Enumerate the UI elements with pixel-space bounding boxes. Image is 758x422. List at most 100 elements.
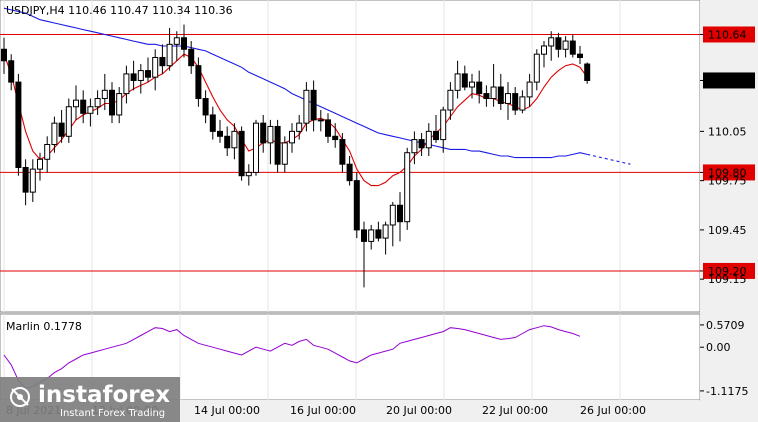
candle-body [159,56,166,67]
candle-body [555,37,562,50]
long-moving-average-line [3,7,588,159]
candle-body [483,93,490,100]
candle-body [562,40,569,50]
candle-body [548,37,555,47]
price-tag-label: 110.64 [708,28,747,41]
candle-body [173,37,180,45]
candle-body [569,40,576,55]
candle-body [253,122,259,173]
candle-body [145,70,151,78]
price-tag-label: 109.80 [708,166,747,179]
candle-body [37,158,43,170]
candle-body [397,204,403,223]
instaforex-logo: instaforex Instant Forex Trading [0,377,180,422]
candle-body [195,65,202,100]
candle-body [1,48,7,62]
candle-body [325,119,331,137]
candle-body [181,37,187,50]
price-tag-label: 109.20 [708,265,747,278]
candle-body [332,135,339,141]
price-tick-label: 109.45 [708,224,747,237]
logo-mark-icon [10,387,30,407]
candle-body [73,99,79,108]
candle-body [433,130,439,141]
candle-body [123,73,130,95]
candle-body [310,89,317,121]
candle-body [224,135,231,149]
candle-body [490,86,497,100]
candle-body [267,125,274,144]
candle-body [44,144,51,160]
candle-body [166,43,173,67]
candle-body [512,93,519,111]
price-scale [700,0,758,400]
candle-body [87,106,94,114]
candle-body [353,180,360,231]
candle-body [80,99,87,114]
level-price-tag [703,262,755,279]
candle-body [65,106,72,137]
logo-text: instaforex [38,382,170,408]
candle-body [577,53,583,58]
candle-body [22,166,29,193]
price-tag-label: 110.36 [708,74,747,87]
chart-header: USDJPY,H4 110.46 110.47 110.34 110.36 [6,4,233,17]
candle-body [476,81,483,95]
time-tick-label: 20 Jul 00:00 [386,404,452,417]
time-tick-label: 22 Jul 00:00 [482,404,548,417]
marlin-oscillator-line [3,325,581,389]
candle-body [346,163,353,182]
current-price-tag [703,72,755,89]
candle-body [418,139,425,149]
candle-body [584,63,591,81]
oscillator-tick-label: 0.00 [706,341,731,354]
candle-body [296,122,303,132]
candle-body [137,70,144,81]
candle-body [209,114,216,132]
candle-body [404,152,411,223]
logo-tagline: Instant Forex Trading [60,408,165,419]
candle-body [281,142,288,165]
candle-body [519,96,526,111]
candle-body [368,229,375,242]
candle-body [361,229,367,242]
candle-body [109,89,115,116]
candle-body [231,130,238,149]
candle-body [8,60,15,83]
candle-body [469,81,475,88]
candle-body [375,229,382,239]
candle-body [440,109,447,141]
candle-body [274,125,281,165]
candle-body [58,122,65,137]
level-price-tag [703,26,755,43]
short-moving-average-line [3,53,588,187]
candle-body [533,53,540,83]
candle-body [497,86,504,104]
candle-body [425,130,432,149]
candle-body [217,130,223,137]
candle-body [541,45,547,55]
oscillator-header: Marlin 0.1778 [6,320,82,333]
candle-body [101,89,108,100]
candle-body [51,122,58,146]
main-layer [0,0,700,312]
candle-body [94,98,101,108]
candle-body [454,73,461,91]
moving-average-projection-line [587,153,631,165]
candle-body [505,93,511,104]
price-tick-label: 109.75 [708,175,747,188]
oscillator-tick-label: 0.5709 [706,319,745,332]
candle-body [116,93,123,116]
candle-body [188,48,195,67]
candle-body [526,81,533,98]
candle-body [389,204,396,226]
candle-body [245,171,252,177]
candle-body [461,73,468,88]
candle-body [382,224,389,239]
candle-body [202,98,209,116]
logo-background [0,377,180,422]
candle-body [339,139,346,165]
candle-body [260,122,267,144]
time-tick-label: 14 Jul 00:00 [194,404,260,417]
